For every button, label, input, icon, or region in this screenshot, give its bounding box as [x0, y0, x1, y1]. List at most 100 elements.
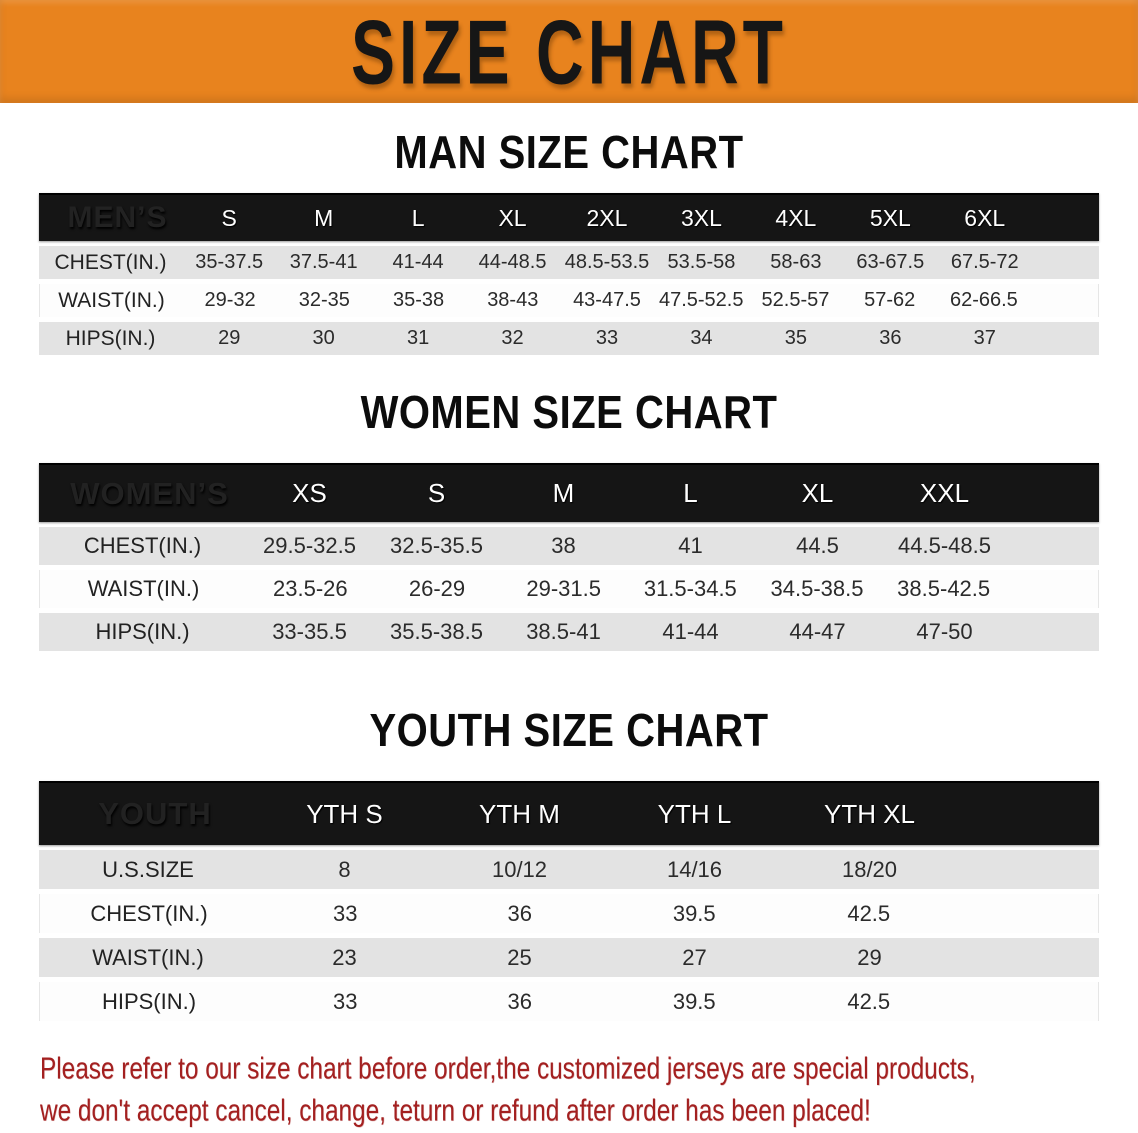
size-value: 29: [218, 327, 241, 349]
column-header: L: [683, 478, 698, 508]
column-header: YTH L: [657, 798, 732, 829]
table-row: WAIST(IN.) 23.5-26 26-29 29-31.5 31.5-34.5 34…: [39, 570, 1099, 608]
size-value: 38: [551, 533, 576, 558]
size-value: 32.5-35.5: [390, 533, 483, 558]
column-header: XL: [498, 204, 527, 231]
size-value: 63-67.5: [856, 251, 925, 273]
size-value: 37.5-41: [289, 251, 358, 273]
size-value: 47.5-52.5: [658, 289, 744, 311]
size-value: 33: [595, 327, 619, 349]
size-value: 23: [332, 944, 357, 970]
size-value: 14/16: [666, 856, 723, 882]
size-value: 39.5: [672, 988, 716, 1014]
size-value: 47-50: [916, 619, 973, 644]
youth-section-title: YOUTH SIZE CHART: [369, 705, 769, 757]
column-header: 4XL: [775, 204, 817, 231]
column-header: YTH XL: [823, 798, 916, 829]
size-value: 25: [507, 944, 532, 970]
size-value: 33: [333, 988, 358, 1014]
row-label: HIPS(IN.): [101, 988, 197, 1014]
column-header: YTH M: [479, 798, 560, 829]
size-value: 36: [507, 900, 532, 926]
women-size-table: WOMEN’S XS S M L XL XXL CHEST(IN.) 29.5-32.5 32.5…: [39, 463, 1099, 651]
size-value: 34: [690, 327, 713, 349]
table-row: WAIST(IN.) 23 25 27 29: [39, 938, 1099, 977]
size-value: 26-29: [408, 576, 466, 601]
table-row: HIPS(IN.) 33-35.5 35.5-38.5 38.5-41 41-44 44-…: [39, 613, 1099, 651]
size-value: 29: [857, 944, 882, 970]
men-size-table: MEN’S S M L XL 2XL 3XL 4XL 5XL 6XL CHEST(IN.) 35-37…: [39, 193, 1099, 355]
size-value: 58-63: [770, 251, 822, 273]
size-value: 67.5-72: [950, 251, 1019, 273]
youth-size-section: YOUTH SIZE CHART YOUTH YTH S YTH M YTH L YTH…: [0, 706, 1138, 1021]
row-label: HIPS(IN.): [95, 619, 190, 644]
size-value: 29-31.5: [526, 576, 601, 601]
size-value: 48.5-53.5: [564, 251, 650, 273]
column-header: 6XL: [964, 204, 1006, 231]
banner-title: SIZE CHART: [351, 0, 787, 103]
column-header: 2XL: [586, 204, 628, 231]
size-value: 29.5-32.5: [263, 533, 356, 558]
size-value: 52.5-57: [761, 289, 830, 311]
table-header-row: YOUTH YTH S YTH M YTH L YTH XL: [39, 781, 1099, 845]
row-label: CHEST(IN.): [54, 250, 167, 274]
column-header: S: [221, 204, 237, 231]
row-label: CHEST(IN.): [83, 533, 202, 558]
row-label: WAIST(IN.): [58, 288, 165, 312]
size-value: 38-43: [487, 289, 539, 311]
size-value: 36: [507, 988, 532, 1014]
column-header: YTH S: [306, 798, 383, 829]
size-value: 41-44: [392, 251, 444, 273]
size-value: 27: [682, 944, 707, 970]
size-value: 53.5-58: [667, 251, 736, 273]
table-row: HIPS(IN.) 29 30 31 32 33 34 35 36 37: [39, 322, 1099, 355]
banner: SIZE CHART: [0, 0, 1138, 103]
size-value: 38.5-41: [526, 619, 601, 644]
column-header: M: [314, 204, 334, 231]
column-header: S: [427, 478, 446, 508]
size-value: 32: [501, 327, 524, 349]
size-value: 35-37.5: [195, 251, 264, 273]
size-value: 42.5: [847, 900, 891, 926]
table-corner-label: YOUTH: [98, 796, 212, 831]
column-header: XL: [801, 478, 834, 508]
size-value: 57-62: [864, 289, 916, 311]
column-header: M: [552, 478, 575, 508]
row-label: WAIST(IN.): [92, 944, 204, 970]
size-value: 35: [784, 327, 807, 349]
size-value: 44.5-48.5: [898, 533, 991, 558]
size-value: 10/12: [491, 856, 548, 882]
youth-size-table: YOUTH YTH S YTH M YTH L YTH XL U.S.SIZE 8 10/12…: [39, 781, 1099, 1021]
table-row: CHEST(IN.) 29.5-32.5 32.5-35.5 38 41 44.5 44.5…: [39, 527, 1099, 565]
table-row: CHEST(IN.) 35-37.5 37.5-41 41-44 44-48.5 48.5…: [39, 246, 1099, 279]
size-value: 41-44: [662, 619, 719, 644]
size-value: 30: [312, 327, 335, 349]
column-header: 5XL: [869, 204, 911, 231]
table-corner-label: WOMEN’S: [70, 475, 229, 511]
row-label: HIPS(IN.): [65, 326, 156, 350]
size-value: 36: [879, 327, 902, 349]
size-value: 43-47.5: [573, 289, 641, 311]
table-row: U.S.SIZE 8 10/12 14/16 18/20: [39, 850, 1099, 889]
table-header-row: WOMEN’S XS S M L XL XXL: [39, 463, 1099, 522]
footer-notice: Please refer to our size chart before or…: [40, 1047, 1138, 1131]
men-size-section: MAN SIZE CHART MEN’S S M L XL 2XL 3XL 4XL 5XL 6XL…: [0, 128, 1138, 355]
table-header-row: MEN’S S M L XL 2XL 3XL 4XL 5XL 6XL: [39, 193, 1099, 241]
size-value: 37: [973, 327, 996, 349]
size-value: 23.5-26: [273, 576, 348, 601]
size-value: 34.5-38.5: [770, 576, 864, 601]
size-value: 62-66.5: [949, 289, 1018, 311]
column-header: XS: [292, 478, 327, 508]
table-row: CHEST(IN.) 33 36 39.5 42.5: [39, 894, 1099, 933]
table-row: HIPS(IN.) 33 36 39.5 42.5: [39, 982, 1099, 1021]
size-value: 31: [406, 327, 430, 349]
size-value: 31.5-34.5: [643, 576, 737, 601]
women-section-title: WOMEN SIZE CHART: [360, 387, 778, 439]
size-value: 35-38: [392, 289, 445, 311]
notice-line-1: Please refer to our size chart before or…: [40, 1052, 976, 1086]
women-size-section: WOMEN SIZE CHART WOMEN’S XS S M L XL XXL CHEST(…: [0, 388, 1138, 651]
size-value: 29-32: [204, 289, 256, 311]
column-header: XXL: [919, 478, 970, 508]
size-value: 33-35.5: [272, 619, 347, 644]
